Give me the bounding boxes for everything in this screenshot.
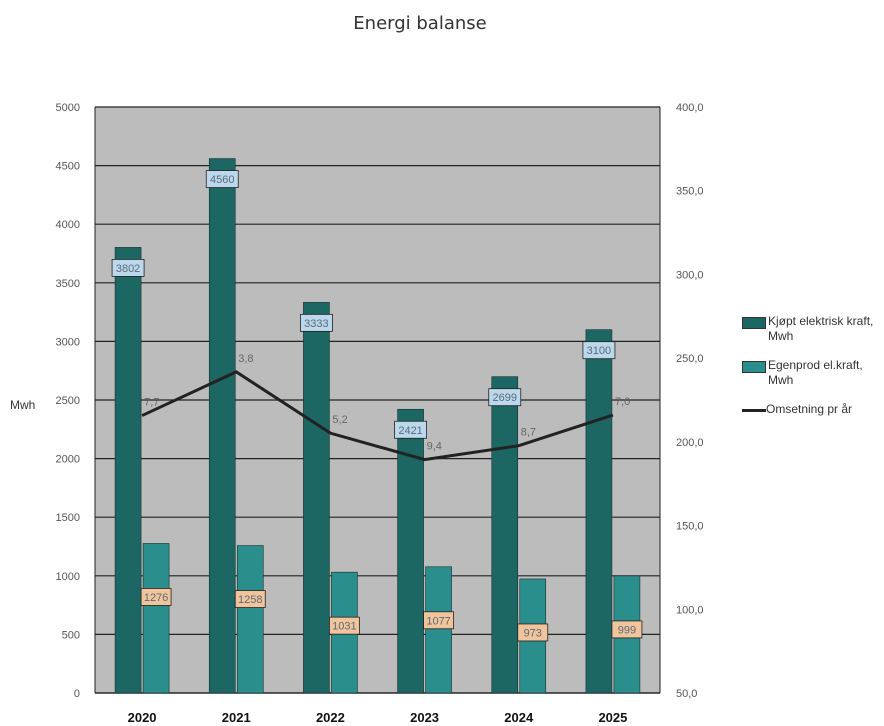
line-data-label: 7,0 bbox=[615, 396, 630, 408]
y-tick-label: 2000 bbox=[56, 454, 80, 466]
line-data-label: 8,7 bbox=[521, 427, 536, 439]
x-tick-label: 2025 bbox=[598, 710, 627, 725]
y-tick-label: 500 bbox=[62, 629, 80, 641]
y2-tick-label: 400,0 bbox=[676, 102, 704, 114]
line-data-label: 9,4 bbox=[427, 441, 442, 453]
data-label: 999 bbox=[618, 624, 636, 636]
legend-swatch-egenprod bbox=[742, 361, 766, 373]
bar bbox=[426, 567, 452, 693]
y-tick-label: 5000 bbox=[56, 102, 80, 114]
legend-item-kjopt: Kjøpt elektrisk kraft, Mwh bbox=[742, 314, 882, 344]
y-tick-label: 4500 bbox=[56, 161, 80, 173]
y-tick-label: 0 bbox=[74, 688, 80, 700]
data-label: 4560 bbox=[210, 174, 234, 186]
y-tick-label: 1500 bbox=[56, 512, 80, 524]
legend-label-omsetning: Omsetning pr år bbox=[766, 402, 852, 417]
data-label: 973 bbox=[524, 627, 542, 639]
legend-label-kjopt: Kjøpt elektrisk kraft, Mwh bbox=[768, 314, 882, 344]
y2-tick-label: 350,0 bbox=[676, 186, 704, 198]
x-tick-label: 2024 bbox=[504, 710, 534, 725]
y-tick-label: 2500 bbox=[56, 395, 80, 407]
bar bbox=[143, 543, 169, 693]
x-tick-label: 2023 bbox=[410, 710, 439, 725]
data-label: 3100 bbox=[587, 345, 611, 357]
data-label: 1258 bbox=[238, 594, 262, 606]
y2-tick-label: 50,0 bbox=[676, 688, 697, 700]
x-tick-label: 2021 bbox=[222, 710, 251, 725]
x-tick-label: 2020 bbox=[128, 710, 157, 725]
data-label: 2699 bbox=[493, 392, 517, 404]
data-label: 1077 bbox=[426, 615, 450, 627]
data-label: 3333 bbox=[304, 318, 328, 330]
data-label: 2421 bbox=[398, 425, 422, 437]
y-tick-label: 3500 bbox=[56, 278, 80, 290]
data-label: 1276 bbox=[144, 592, 168, 604]
line-data-label: 5,2 bbox=[332, 414, 347, 426]
legend-item-omsetning: Omsetning pr år bbox=[742, 402, 882, 417]
bar bbox=[209, 159, 235, 693]
bar bbox=[115, 247, 141, 693]
y-tick-label: 1000 bbox=[56, 571, 80, 583]
chart-title: Energi balanse bbox=[353, 13, 486, 34]
legend: Kjøpt elektrisk kraft, Mwh Egenprod el.k… bbox=[742, 314, 882, 431]
bar bbox=[237, 546, 263, 693]
y2-tick-label: 100,0 bbox=[676, 604, 704, 616]
y-tick-label: 4000 bbox=[56, 219, 80, 231]
y-axis-label: Mwh bbox=[10, 398, 35, 412]
y2-tick-label: 200,0 bbox=[676, 437, 704, 449]
data-label: 1031 bbox=[332, 621, 356, 633]
y2-tick-label: 150,0 bbox=[676, 521, 704, 533]
bar bbox=[303, 302, 329, 693]
line-data-label: 3,8 bbox=[238, 353, 253, 365]
line-data-label: 7,7 bbox=[144, 397, 159, 409]
legend-swatch-omsetning bbox=[742, 409, 766, 412]
y2-tick-label: 250,0 bbox=[676, 353, 704, 365]
legend-label-egenprod: Egenprod el.kraft, Mwh bbox=[768, 358, 882, 388]
bar bbox=[586, 330, 612, 693]
y-tick-label: 3000 bbox=[56, 336, 80, 348]
x-tick-label: 2022 bbox=[316, 710, 345, 725]
data-label: 3802 bbox=[116, 263, 140, 275]
legend-swatch-kjopt bbox=[742, 317, 766, 329]
y2-tick-label: 300,0 bbox=[676, 269, 704, 281]
bar bbox=[492, 377, 518, 693]
legend-item-egenprod: Egenprod el.kraft, Mwh bbox=[742, 358, 882, 388]
